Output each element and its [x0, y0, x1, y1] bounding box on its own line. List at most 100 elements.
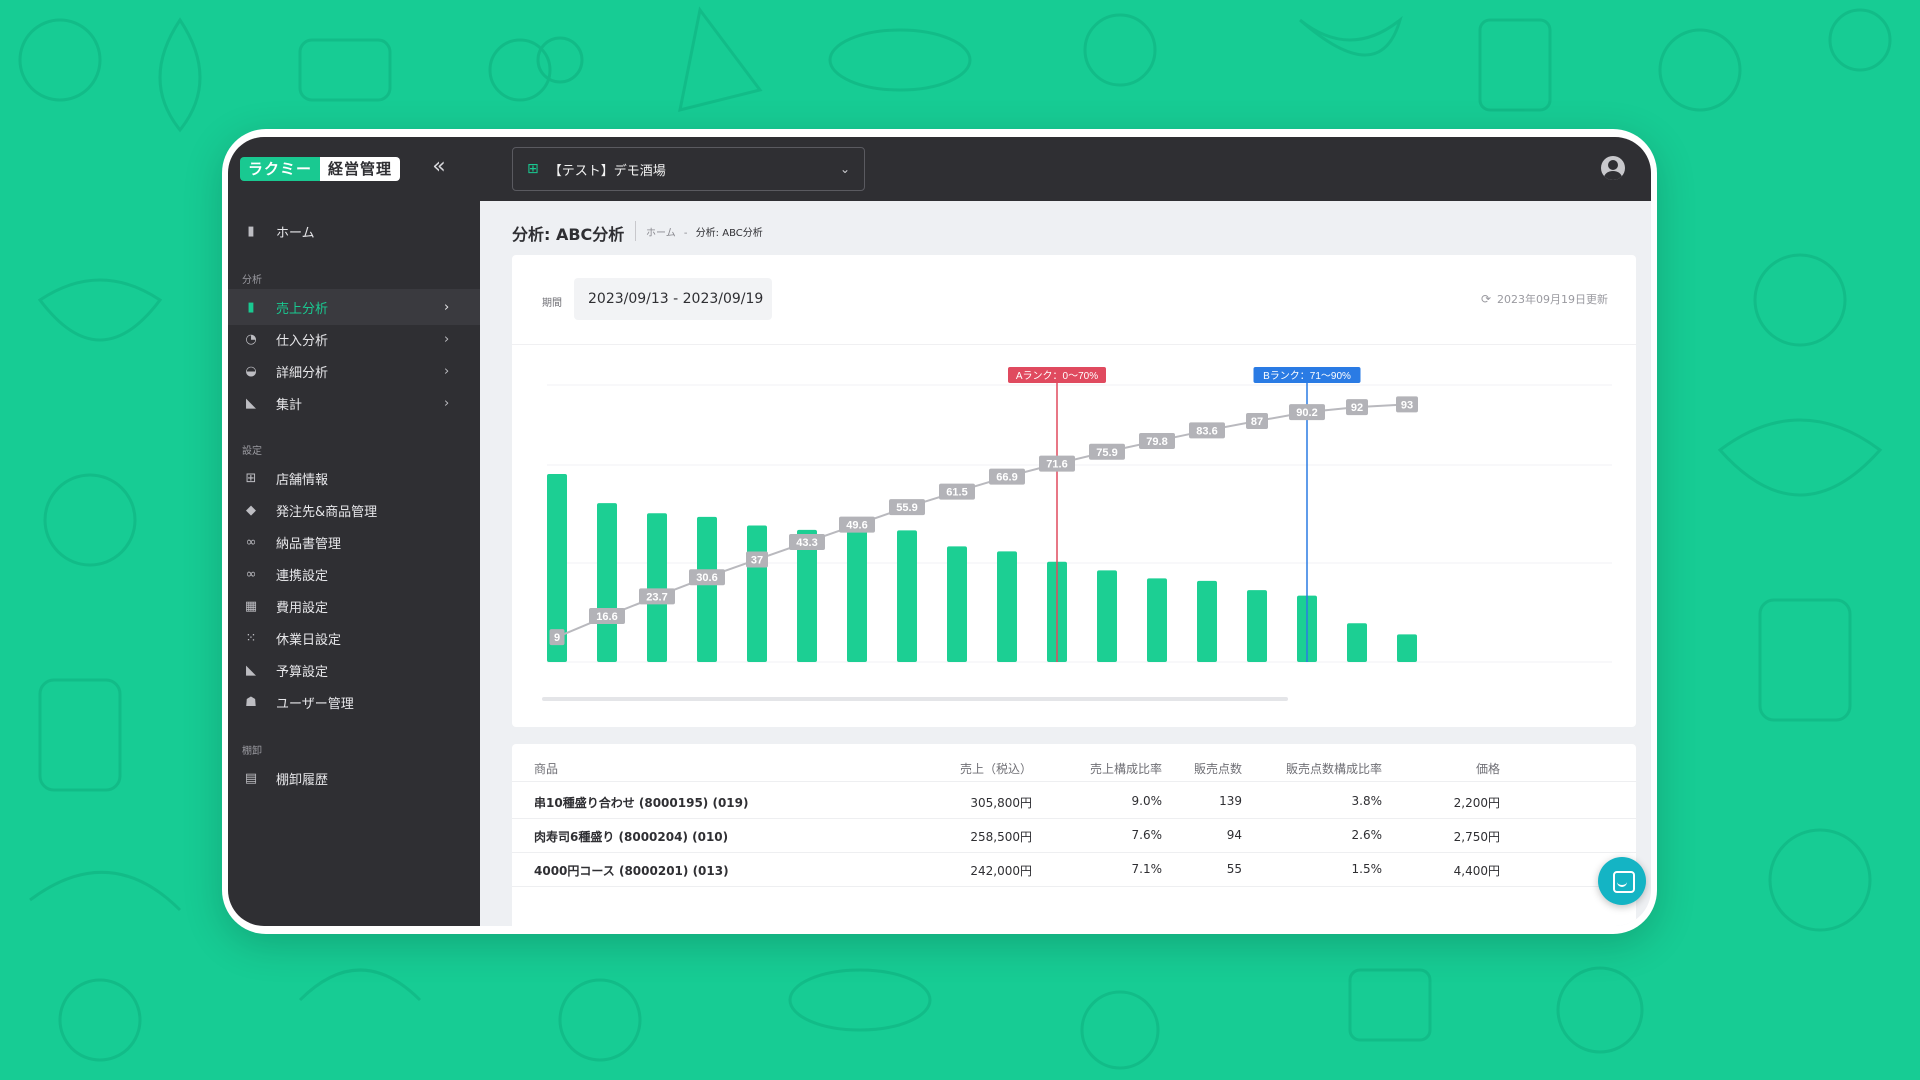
sidebar-item-label: ホーム — [276, 225, 315, 241]
data-label: 9 — [554, 632, 560, 644]
table-cell: 94 — [1226, 828, 1242, 842]
collapse-sidebar-icon[interactable]: « — [432, 154, 446, 179]
data-label-background — [939, 483, 975, 500]
period-date-range-picker[interactable]: 2023/09/13 - 2023/09/19 — [574, 278, 772, 320]
sidebar-item-sales-analysis[interactable]: ▮ 売上分析 › — [228, 289, 480, 325]
table-row-divider — [512, 852, 1636, 853]
breadcrumb-current: 分析: ABC分析 — [695, 228, 763, 239]
data-label-background — [1246, 413, 1268, 430]
user-avatar-icon[interactable] — [1601, 156, 1625, 180]
sidebar-item-budget[interactable]: ◣ 予算設定 — [228, 652, 480, 688]
data-label-background — [1396, 396, 1418, 413]
sidebar-item-detail-analysis[interactable]: ◒ 詳細分析 › — [228, 353, 480, 389]
chevron-right-icon: › — [444, 395, 450, 411]
rank-marker-label: Aランク：0〜70% — [1016, 370, 1098, 382]
column-header-sales-ratio[interactable]: 売上構成比率 — [1089, 762, 1162, 776]
sidebar-section-settings: 設定 — [242, 446, 262, 457]
data-label-background — [1139, 432, 1175, 449]
sidebar-item-label: 集計 — [276, 397, 303, 413]
sidebar-item-store-info[interactable]: ⊞ 店舗情報 — [228, 460, 480, 496]
sidebar-item-summary[interactable]: ◣ 集計 › — [228, 385, 480, 421]
data-label: 66.9 — [996, 472, 1017, 484]
last-updated: ⟳ 2023年09月19日更新 — [1481, 291, 1608, 307]
chart-bar — [597, 503, 617, 662]
table-cell: 2,200円 — [1453, 796, 1500, 810]
link-icon: ∞ — [245, 534, 257, 550]
column-header-price[interactable]: 価格 — [1475, 762, 1500, 776]
data-label: 79.8 — [1146, 436, 1167, 448]
data-label: 16.6 — [596, 611, 617, 623]
table-cell: 258,500円 — [970, 830, 1032, 844]
rank-marker-label-bg — [1008, 367, 1106, 383]
chart-bar — [747, 525, 767, 662]
title-divider — [635, 221, 636, 241]
sidebar: ▮ ホーム 分析 ▮ 売上分析 › ◔ 仕入分析 › ◒ 詳細分析 › ◣ 集計… — [228, 201, 480, 926]
column-header-quantity[interactable]: 販売点数 — [1193, 762, 1242, 776]
sidebar-item-home[interactable]: ▮ ホーム — [228, 213, 480, 249]
sidebar-section-inventory: 棚卸 — [242, 746, 262, 757]
data-label: 61.5 — [946, 487, 967, 499]
data-label: 90.2 — [1296, 407, 1317, 419]
sidebar-item-label: 店舗情報 — [276, 472, 329, 488]
chevron-right-icon: › — [444, 363, 450, 379]
sidebar-section-analysis: 分析 — [242, 275, 262, 286]
table-cell: 3.8% — [1351, 794, 1383, 808]
chart-bar — [1097, 570, 1117, 662]
data-label-background — [689, 569, 725, 586]
chart-bar — [947, 546, 967, 662]
column-header-sales[interactable]: 売上（税込） — [959, 762, 1032, 776]
sidebar-item-label: 発注先&商品管理 — [276, 504, 378, 520]
chart-bar — [647, 513, 667, 662]
data-label-background — [1289, 404, 1325, 421]
refresh-icon[interactable]: ⟳ — [1480, 292, 1491, 306]
table-cell: 242,000円 — [970, 864, 1032, 878]
cumulative-ratio-line — [556, 403, 1408, 638]
sidebar-item-users[interactable]: ☗ ユーザー管理 — [228, 684, 480, 720]
sidebar-item-holidays[interactable]: ⁙ 休業日設定 — [228, 620, 480, 656]
sidebar-item-purchase-analysis[interactable]: ◔ 仕入分析 › — [228, 321, 480, 357]
chart-bar — [1247, 590, 1267, 662]
chat-support-icon[interactable] — [1598, 857, 1646, 905]
sidebar-item-label: 予算設定 — [276, 664, 329, 680]
pie-chart-icon: ◔ — [245, 331, 257, 347]
sidebar-item-invoices[interactable]: ∞ 納品書管理 — [228, 524, 480, 560]
app-screen: ラクミー 経営管理 « ⊞ 【テスト】デモ酒場 ⌄ ▮ ホーム 分析 ▮ 売上分… — [228, 137, 1651, 926]
chart-icon: ◣ — [246, 662, 256, 678]
data-label-background — [1039, 455, 1075, 472]
sidebar-item-label: 売上分析 — [276, 301, 329, 317]
table-cell: 4,400円 — [1453, 864, 1500, 878]
data-label: 37 — [751, 555, 763, 567]
column-header-product[interactable]: 商品 — [534, 762, 559, 776]
column-header-quantity-ratio[interactable]: 販売点数構成比率 — [1285, 762, 1382, 776]
table-cell: 串10種盛り合わせ (8000195) (019) — [534, 796, 749, 810]
sidebar-item-integrations[interactable]: ∞ 連携設定 — [228, 556, 480, 592]
sidebar-item-label: 仕入分析 — [276, 333, 329, 349]
table-cell: 9.0% — [1131, 794, 1163, 808]
data-label-background — [1189, 422, 1225, 439]
sidebar-item-supplier-products[interactable]: ◆ 発注先&商品管理 — [228, 492, 480, 528]
chart-bar — [697, 516, 717, 662]
gauge-icon: ◒ — [245, 363, 257, 379]
logo-text-secondary: 経営管理 — [320, 157, 401, 181]
sidebar-item-costs[interactable]: ▦ 費用設定 — [228, 588, 480, 624]
chart-horizontal-scrollbar[interactable] — [542, 697, 1288, 701]
data-label-background — [1346, 399, 1368, 416]
table-row-divider — [512, 886, 1636, 887]
app-logo[interactable]: ラクミー 経営管理 — [240, 157, 401, 181]
data-label: 87 — [1251, 416, 1263, 428]
calculator-icon: ▦ — [244, 598, 258, 614]
table-header-divider — [512, 781, 1636, 782]
chart-bar — [897, 530, 917, 662]
link-icon: ∞ — [245, 566, 257, 582]
data-label: 55.9 — [896, 502, 917, 514]
data-label: 75.9 — [1096, 447, 1117, 459]
breadcrumb-home[interactable]: ホーム — [646, 228, 676, 239]
abc-chart-card: 期間 2023/09/13 - 2023/09/19 ⟳ 2023年09月19日更… — [512, 255, 1636, 727]
sidebar-item-inventory-history[interactable]: ▤ 棚卸履歴 — [228, 760, 480, 796]
store-selector[interactable]: ⊞ 【テスト】デモ酒場 ⌄ — [512, 147, 865, 191]
data-label-background — [589, 608, 625, 625]
page-title: 分析: ABC分析 — [512, 225, 625, 244]
chevron-right-icon: › — [444, 299, 450, 315]
chart-bar — [1397, 634, 1417, 662]
